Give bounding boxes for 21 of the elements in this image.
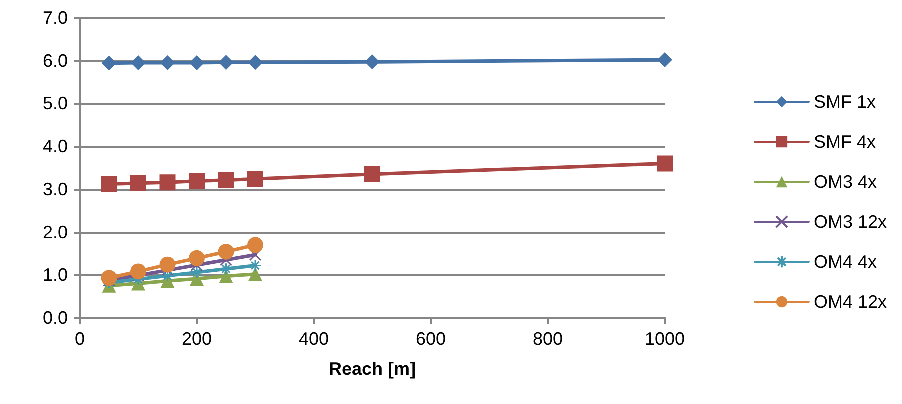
y-tick-label: 2.0: [42, 222, 68, 242]
y-tick-label: 1.0: [42, 265, 68, 286]
x-tick-label: 400: [298, 329, 330, 349]
legend-label: SMF 1x: [814, 92, 876, 112]
y-tick-label: 5.0: [42, 94, 68, 114]
x-axis-title: Reach [m]: [328, 359, 416, 379]
legend-label: OM3 4x: [814, 172, 878, 192]
x-tick-label: 600: [416, 329, 446, 349]
y-tick-label: 6.0: [42, 50, 68, 71]
x-tick-label: 0: [74, 329, 86, 349]
legend-label: SMF 4x: [814, 132, 876, 152]
x-tick-label: 200: [182, 329, 212, 349]
y-tick-label: 7.0: [42, 8, 68, 28]
x-tick-label: 800: [532, 329, 564, 349]
y-tick-label: 0.0: [42, 308, 68, 328]
x-tick-label: 1000: [644, 329, 686, 349]
legend-label: OM3 12x: [814, 212, 888, 232]
legend-label: OM4 12x: [814, 292, 888, 312]
y-tick-label: 3.0: [42, 179, 68, 200]
legend-label: OM4 4x: [814, 252, 878, 272]
y-tick-label: 4.0: [42, 136, 68, 157]
